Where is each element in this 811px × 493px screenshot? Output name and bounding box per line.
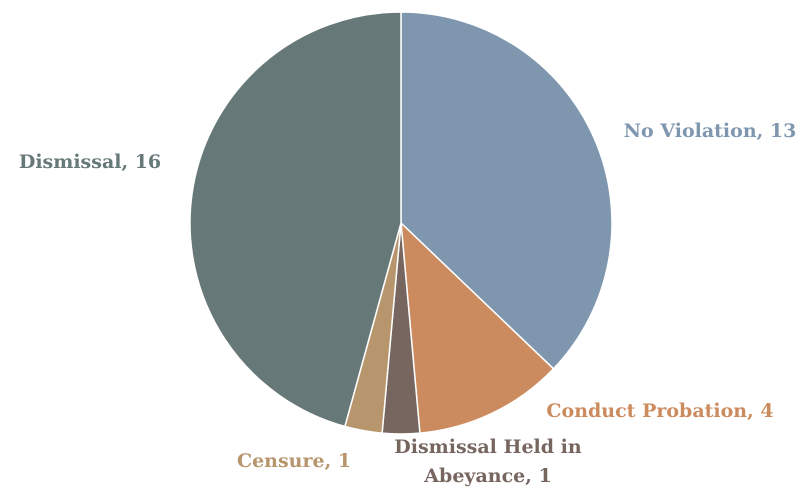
pie-slice-conduct-probation [400, 221, 555, 434]
pie-label-no-violation: No Violation, 13 [624, 120, 797, 142]
pie-slice-dismissal [189, 11, 402, 428]
pie-label-dismissal: Dismissal, 16 [19, 151, 161, 173]
pie-slices [189, 11, 613, 435]
pie-label-conduct-probation: Conduct Probation, 4 [546, 400, 773, 422]
pie-label-dismissal-held-in-abeyance: Dismissal Held in Abeyance, 1 [394, 436, 582, 487]
pie-label-censure: Censure, 1 [237, 450, 351, 472]
pie-slice-no-violation [400, 11, 613, 370]
pie-labels: No Violation, 13 Conduct Probation, 4 Dism… [19, 120, 796, 487]
